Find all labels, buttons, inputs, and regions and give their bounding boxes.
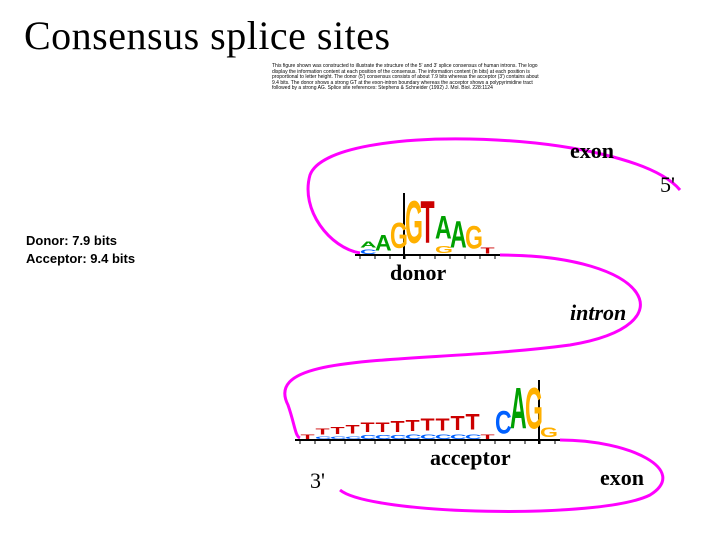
logo-base-A: A bbox=[435, 213, 450, 245]
logo-base-G: G bbox=[525, 382, 540, 440]
three-prime-label: 3' bbox=[310, 468, 325, 494]
logo-base-A: A bbox=[510, 382, 525, 440]
caption-text: This figure shown was constructed to ill… bbox=[272, 64, 542, 92]
donor-bits: Donor: 7.9 bits bbox=[26, 232, 135, 250]
logo-base-T: T bbox=[480, 434, 495, 440]
logo-base-T: T bbox=[300, 434, 315, 440]
logo-base-C: C bbox=[495, 408, 510, 440]
logo-base-T: T bbox=[480, 247, 495, 255]
splice-diagram: exon 5' donor intron acceptor exon 3' CA… bbox=[270, 120, 700, 520]
logo-base-G: G bbox=[540, 426, 555, 440]
logo-base-G: G bbox=[465, 223, 480, 255]
logo-base-C: C bbox=[375, 435, 390, 440]
logo-base-T: T bbox=[435, 416, 450, 434]
donor-label: donor bbox=[390, 260, 446, 286]
logo-base-A: A bbox=[375, 233, 390, 255]
logo-base-T: T bbox=[420, 195, 435, 255]
logo-base-T: T bbox=[450, 414, 465, 434]
intron-label: intron bbox=[570, 300, 626, 326]
logo-base-T: T bbox=[405, 418, 420, 434]
logo-base-C: C bbox=[315, 436, 330, 440]
acceptor-label: acceptor bbox=[430, 445, 511, 471]
acceptor-bits: Acceptor: 9.4 bits bbox=[26, 250, 135, 268]
logo-base-T: T bbox=[420, 416, 435, 434]
page-title: Consensus splice sites bbox=[24, 12, 391, 59]
logo-base-T: T bbox=[465, 412, 480, 434]
logo-base-T: T bbox=[360, 421, 375, 435]
logo-base-G: G bbox=[390, 219, 405, 255]
five-prime-label: 5' bbox=[660, 172, 675, 198]
logo-base-A: A bbox=[360, 241, 375, 249]
logo-base-C: C bbox=[405, 434, 420, 440]
logo-base-C: C bbox=[360, 435, 375, 440]
logo-base-A: A bbox=[450, 217, 465, 255]
logo-base-T: T bbox=[345, 424, 360, 436]
exon-label-bottom: exon bbox=[600, 465, 644, 491]
logo-base-T: T bbox=[315, 428, 330, 436]
logo-base-G: G bbox=[405, 195, 420, 255]
logo-base-T: T bbox=[330, 426, 345, 436]
logo-base-T: T bbox=[390, 419, 405, 435]
logo-base-C: C bbox=[360, 249, 375, 255]
exon-label-top: exon bbox=[570, 138, 614, 164]
logo-base-C: C bbox=[330, 436, 345, 440]
bits-summary: Donor: 7.9 bits Acceptor: 9.4 bits bbox=[26, 232, 135, 267]
logo-base-T: T bbox=[375, 421, 390, 435]
